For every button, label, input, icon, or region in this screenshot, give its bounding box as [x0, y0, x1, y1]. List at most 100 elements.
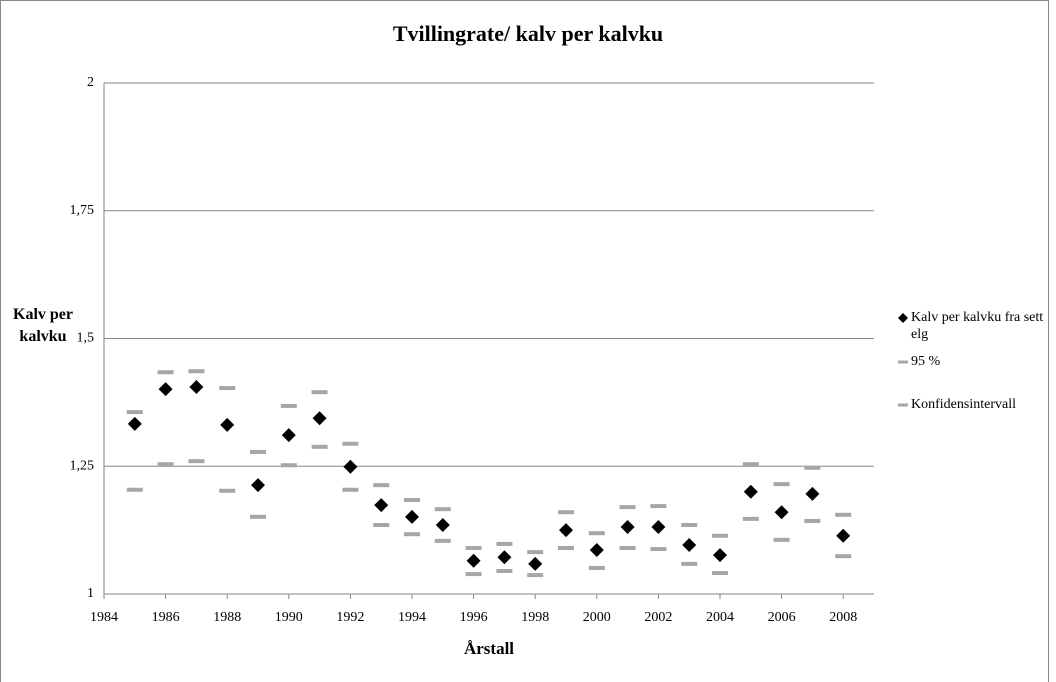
point	[281, 428, 296, 443]
point	[651, 520, 666, 535]
point	[466, 553, 481, 568]
point	[743, 484, 758, 499]
x-tick-label: 1986	[152, 610, 180, 625]
ci-dash	[804, 518, 821, 523]
x-tick-label: 1984	[90, 610, 118, 625]
point	[805, 486, 820, 501]
y-tick-label: 2	[87, 75, 94, 90]
legend-label: Kalv per kalvku fra sett elg	[911, 310, 1044, 342]
y-tick-label: 1,25	[70, 458, 95, 473]
x-tick-label: 2000	[583, 610, 611, 625]
legend-marker	[898, 313, 908, 323]
point	[158, 382, 173, 397]
legend-label: 95 %	[911, 354, 941, 369]
point	[220, 417, 235, 432]
ci-dash	[804, 465, 821, 470]
x-tick-label: 1996	[460, 610, 488, 625]
x-tick-label: 1998	[521, 610, 549, 625]
ci-dash	[835, 512, 852, 517]
ci-dash	[558, 510, 574, 515]
ci-dash	[250, 514, 266, 519]
legend-marker	[898, 360, 908, 364]
y-tick-label: 1,5	[77, 331, 95, 346]
ci-dash	[773, 482, 790, 487]
ci-dash	[742, 516, 759, 521]
ci-dash	[650, 504, 667, 509]
ci-dash	[619, 546, 636, 551]
ci-dash	[250, 449, 266, 454]
point	[497, 550, 512, 565]
ci-dash	[404, 497, 420, 502]
ci-dash	[773, 537, 790, 542]
point	[836, 528, 851, 543]
ci-dash	[558, 546, 574, 551]
ci-dash	[126, 410, 143, 415]
x-tick-label: 1990	[275, 610, 303, 625]
ci-dash	[681, 523, 698, 528]
point	[312, 411, 327, 426]
ci-dash	[465, 546, 482, 551]
ci-dash	[496, 541, 513, 546]
point	[528, 556, 543, 571]
x-tick-label: 2008	[829, 610, 857, 625]
chart-title: Tvillingrate/ kalv per kalvku	[393, 21, 663, 46]
ci-dash	[342, 441, 359, 446]
x-tick-label: 2002	[644, 610, 672, 625]
ci-dash	[311, 444, 328, 449]
legend-marker	[898, 403, 908, 407]
point	[589, 543, 604, 558]
point	[559, 523, 573, 538]
ci-dash	[311, 390, 328, 395]
y-axis-title: Kalv per kalvku	[13, 306, 73, 345]
point	[343, 459, 358, 474]
ci-dash	[373, 523, 390, 528]
ci-dash	[404, 532, 420, 537]
point	[682, 537, 697, 552]
ci-dash	[434, 538, 451, 543]
ci-dash	[188, 369, 205, 374]
ci-dash	[527, 573, 544, 578]
ci-dash	[681, 561, 698, 566]
ci-dash	[342, 487, 359, 492]
point	[127, 416, 142, 431]
point	[405, 509, 419, 524]
ci-dash	[219, 386, 236, 391]
point	[713, 548, 727, 563]
ci-dash	[188, 459, 205, 464]
ci-dash	[157, 370, 174, 375]
ci-dash	[373, 483, 390, 488]
ci-dash	[496, 569, 513, 574]
ci-dash	[280, 403, 297, 408]
point	[620, 520, 635, 535]
point	[374, 498, 389, 513]
ci-dash	[434, 507, 451, 512]
point	[251, 478, 265, 493]
ci-dash	[280, 463, 297, 468]
ci-dash	[650, 547, 667, 552]
ci-dash	[619, 505, 636, 510]
y-tick-label: 1	[87, 586, 94, 601]
ci-dash	[742, 462, 759, 467]
ci-dash	[712, 571, 728, 576]
ci-dash	[588, 531, 605, 536]
ci-dash	[588, 565, 605, 570]
x-tick-label: 1992	[336, 610, 364, 625]
x-axis-title: Årstall	[464, 639, 514, 658]
ci-dash	[712, 533, 728, 538]
x-tick-label: 1988	[213, 610, 241, 625]
point	[774, 505, 789, 520]
legend-label: Konfidensintervall	[911, 397, 1016, 412]
point	[189, 380, 204, 395]
ci-dash	[527, 550, 544, 555]
y-tick-label: 1,75	[70, 203, 95, 218]
x-tick-label: 1994	[398, 610, 426, 625]
ci-dash	[835, 554, 852, 559]
ci-dash	[157, 462, 174, 467]
ci-dash	[219, 488, 236, 493]
point	[435, 518, 450, 533]
ci-dash	[465, 572, 482, 577]
x-tick-label: 2004	[706, 610, 734, 625]
